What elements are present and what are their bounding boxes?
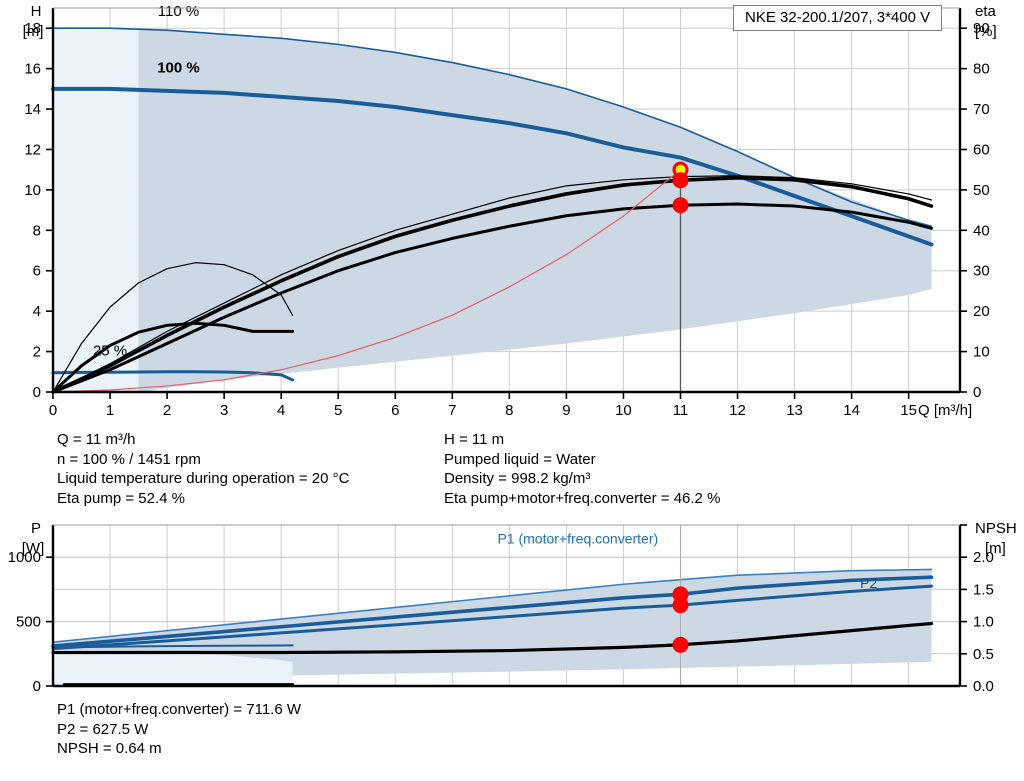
x-tick-label: 10: [615, 402, 632, 419]
y2-tick-label: 30: [973, 263, 990, 280]
y2-tick-label: 0.0: [973, 678, 994, 695]
y2-tick-label: 80: [973, 61, 990, 78]
operating-info-left: Q = 11 m³/h n = 100 % / 1451 rpm Liquid …: [57, 430, 349, 508]
y-tick-label: 14: [24, 101, 41, 118]
y2-tick-label: 0.5: [973, 646, 994, 663]
power-npsh-plot[interactable]: P1 (motor+freq.converter) P2 0 500 1000 0.0 0.…: [0, 515, 1024, 700]
x-tick-label: 11: [673, 402, 689, 419]
curve-eta-pump-motor-freq-converter: [51, 202, 933, 394]
head-efficiency-plot[interactable]: 110 %100 %25 %0 1 2 3 4 5 6 7 8 9 10 11 12 13 14 150246…: [0, 0, 1024, 420]
speed-label-110-percent: 110 %: [158, 3, 199, 20]
x-tick-label: 8: [505, 402, 513, 419]
curve-h-110-: [52, 27, 933, 228]
x-tick-label: 15: [900, 402, 917, 419]
y-tick-label: 0: [33, 384, 41, 401]
y2-axis-unit: [%]: [975, 23, 997, 40]
x-axis-title: Q [m³/h]: [918, 402, 972, 419]
speed-label-100-percent: 100 %: [157, 60, 200, 77]
curve-p1-motor-freq-converter-110-: [52, 568, 933, 644]
curve-h-100-: [51, 86, 934, 247]
p2-duty-point[interactable]: [672, 597, 689, 614]
y-tick-label: 500: [16, 614, 41, 631]
y-tick-label: 6: [33, 263, 41, 280]
y2-tick-label: 10: [973, 344, 990, 361]
y-axis-title: H: [31, 3, 42, 20]
info-line-p2: P2 = 627.5 W: [57, 720, 149, 738]
speed-label-25-percent: 25 %: [93, 343, 127, 360]
x-tick-label: 13: [786, 402, 803, 419]
curve-eta-pump-100-: [51, 175, 934, 394]
power-info-block: P1 (motor+freq.converter) = 711.6 W P2 =…: [57, 700, 301, 759]
p-axis-title: P: [31, 520, 41, 537]
npsh-axis-unit: [m]: [985, 540, 1006, 557]
info-line-q: Q = 11 m³/h: [57, 431, 136, 448]
x-tick-label: 5: [334, 402, 342, 419]
npsh-axis-title: NPSH: [975, 520, 1017, 537]
y2-tick-label: 90: [973, 20, 990, 37]
curve-p-low-speed-branch: [52, 644, 294, 649]
duty-point-head-center: [675, 164, 686, 175]
info-line-density: Density = 998.2 kg/m³: [444, 470, 591, 487]
x-tick-label: 3: [220, 402, 228, 419]
pump-model-title: NKE 32-200.1/207, 3*400 V: [733, 5, 943, 31]
legend-label-p2: P2: [860, 575, 877, 591]
curve-p1-motor-freq-converter-: [51, 575, 934, 648]
y-tick-label: 16: [24, 61, 41, 78]
info-line-liquid: Pumped liquid = Water: [444, 450, 596, 468]
info-line-head: H = 11 m: [444, 431, 505, 448]
y-tick-label: 10: [24, 182, 41, 199]
y2-axis-title: eta: [975, 3, 997, 20]
x-tick-label: 9: [562, 402, 570, 419]
curve-eta-25-low-branch: [51, 321, 295, 394]
curve-p2: [51, 584, 933, 651]
y2-tick-label: 40: [973, 222, 990, 239]
y-tick-label: 12: [24, 141, 41, 158]
y-axis-unit: [m]: [23, 23, 44, 40]
eta-total-point[interactable]: [672, 197, 689, 214]
y2-tick-label: 20: [973, 303, 990, 320]
x-tick-label: 1: [106, 402, 114, 419]
x-tick-label: 2: [163, 402, 171, 419]
curve-eta-pump-max-110-: [52, 175, 933, 393]
legend-label-p1: P1 (motor+freq.converter): [497, 531, 658, 547]
x-tick-label: 0: [49, 402, 57, 419]
y2-tick-label: 50: [973, 182, 990, 199]
info-line-speed: n = 100 % / 1451 rpm: [57, 450, 201, 468]
p-axis-unit: [W]: [22, 540, 45, 557]
curve-eta-low-speed-envelope: [52, 262, 294, 393]
y2-tick-label: 1.5: [973, 581, 994, 598]
x-tick-label: 6: [391, 402, 399, 419]
x-tick-label: 7: [448, 402, 456, 419]
y2-tick-label: 1.0: [973, 614, 994, 631]
info-line-npsh: NPSH = 0.64 m: [57, 740, 162, 757]
y-tick-label: 4: [33, 303, 41, 320]
info-line-eta-total: Eta pump+motor+freq.converter = 46.2 %: [444, 489, 721, 507]
y-tick-label: 2: [33, 344, 41, 361]
envelope-light: [53, 649, 293, 685]
y2-tick-label: 0: [973, 384, 981, 401]
npsh-duty-point[interactable]: [672, 636, 689, 653]
y2-tick-label: 70: [973, 101, 990, 118]
y-tick-label: 0: [33, 678, 41, 695]
info-line-p1: P1 (motor+freq.converter) = 711.6 W: [57, 701, 301, 718]
y-tick-label: 8: [33, 222, 41, 239]
x-tick-label: 4: [277, 402, 285, 419]
x-tick-label: 12: [729, 402, 746, 419]
info-line-eta-pump: Eta pump = 52.4 %: [57, 489, 185, 507]
y2-tick-label: 2.0: [973, 549, 994, 566]
envelope-dark: [138, 28, 932, 393]
x-tick-label: 14: [843, 402, 860, 419]
eta-pump-point[interactable]: [672, 172, 689, 189]
y2-tick-label: 60: [973, 141, 990, 158]
y-tick-label: 18: [24, 20, 41, 37]
operating-info-right: H = 11 m Pumped liquid = Water Density =…: [444, 430, 720, 508]
curve-npsh: [51, 621, 934, 655]
info-line-temperature: Liquid temperature during operation = 20…: [57, 470, 350, 487]
curve-npsh-system-curve: [52, 169, 682, 393]
y-tick-label: 1000: [8, 549, 41, 566]
